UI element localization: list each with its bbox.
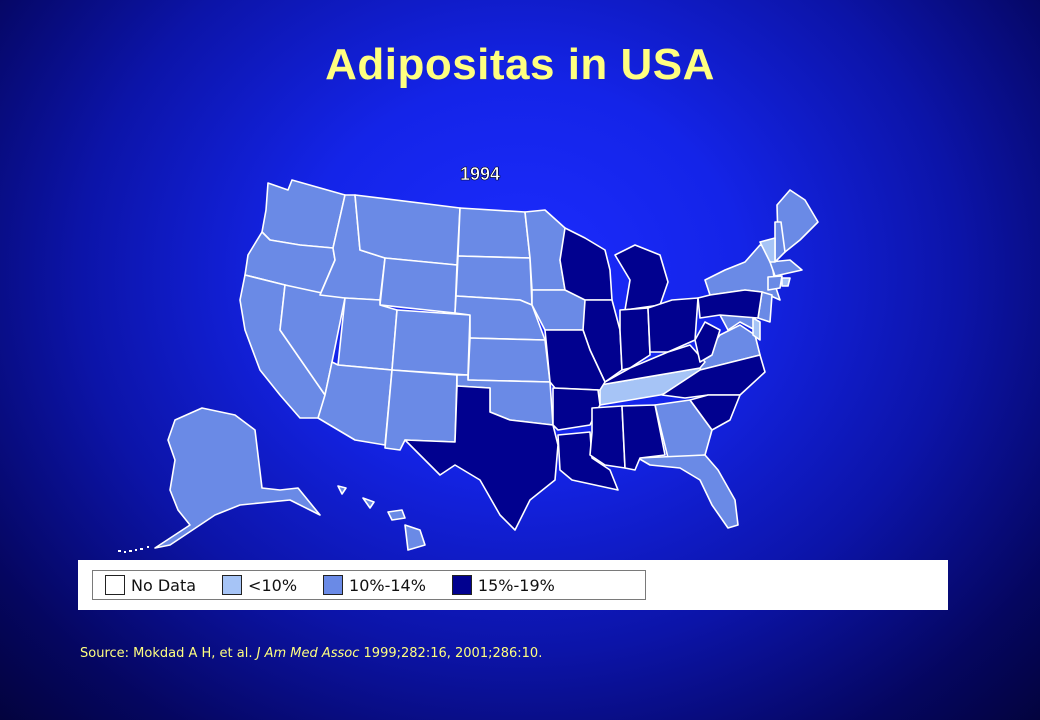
legend-swatch-10-14	[323, 575, 344, 595]
state-south-carolina	[689, 394, 741, 431]
state-new-mexico	[384, 369, 458, 451]
state-michigan	[614, 244, 669, 311]
source-suffix: 1999;282:16, 2001;286:10.	[359, 646, 543, 661]
legend-item-15-19: 15%-19%	[451, 575, 569, 595]
state-florida	[637, 454, 739, 529]
legend-swatch-15-19	[451, 575, 472, 595]
state-wisconsin	[559, 227, 613, 301]
state-massachusetts	[769, 259, 803, 277]
state-georgia	[654, 399, 713, 459]
state-delaware	[752, 317, 761, 341]
state-arizona	[317, 361, 393, 446]
source-journal: J Am Med Assoc	[256, 646, 360, 661]
state-alabama	[621, 404, 666, 471]
legend-item-10-14: 10%-14%	[323, 575, 440, 595]
source-prefix: Source: Mokdad A H, et al.	[80, 646, 257, 661]
legend-swatch-no-data	[105, 575, 125, 595]
legend-label: No Data	[131, 575, 197, 595]
state-missouri	[544, 329, 606, 391]
legend-swatch-under-10	[222, 575, 243, 595]
state-ohio	[647, 297, 699, 353]
legend-panel: No Data <10% 10%-14% 15%-19%	[78, 560, 948, 610]
aleutian-islands	[118, 546, 149, 553]
state-hawaii-maui	[387, 509, 406, 521]
state-rhode-island	[781, 277, 791, 287]
state-west-virginia	[694, 321, 721, 363]
legend: No Data <10% 10%-14% 15%-19%	[92, 570, 646, 600]
state-kansas	[467, 337, 551, 383]
state-wyoming	[379, 257, 458, 314]
state-alaska	[154, 407, 321, 549]
state-utah	[337, 297, 398, 371]
state-north-dakota	[457, 207, 531, 259]
state-north-carolina	[661, 354, 766, 399]
source-citation: Source: Mokdad A H, et al. J Am Med Asso…	[80, 646, 542, 661]
legend-item-no-data: No Data	[105, 575, 210, 595]
state-arkansas	[552, 387, 601, 431]
state-mississippi	[589, 405, 626, 469]
state-hawaii-oahu	[362, 497, 375, 509]
legend-item-under-10: <10%	[222, 575, 311, 595]
legend-label: 10%-14%	[349, 575, 426, 595]
legend-label: 15%-19%	[477, 575, 555, 595]
legend-label: <10%	[248, 575, 298, 595]
state-colorado	[391, 309, 471, 376]
slide-title: Adipositas in USA	[325, 40, 715, 89]
map-year-label: 1994	[460, 164, 500, 184]
state-pennsylvania	[697, 289, 763, 319]
state-hawaii-kauai	[337, 485, 347, 495]
state-connecticut	[767, 275, 783, 291]
state-texas	[404, 385, 559, 531]
state-hawaii-big-island	[404, 524, 426, 551]
state-vermont	[759, 237, 776, 263]
state-washington	[261, 179, 346, 249]
